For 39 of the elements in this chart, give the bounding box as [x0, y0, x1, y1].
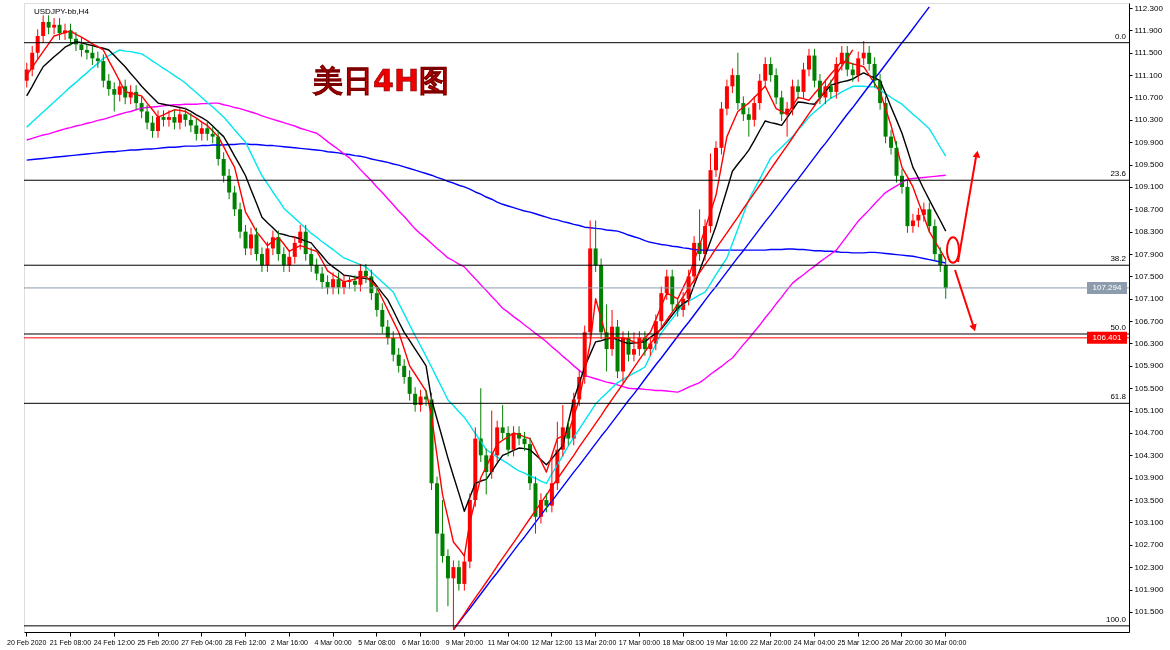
y-tick-label: 105.100	[1134, 406, 1164, 416]
y-tick-label: 105.500	[1134, 383, 1164, 393]
annotation: 61.8	[1110, 392, 1127, 402]
y-tick-label: 110.700	[1134, 92, 1164, 102]
y-tick-label: 109.100	[1134, 182, 1164, 192]
y-tick-label: 107.900	[1134, 249, 1164, 259]
text: USDJPY-bb,H4	[34, 7, 90, 16]
annotation: 100.0	[1105, 614, 1127, 624]
annotation: 23.6	[1110, 169, 1127, 179]
y-tick-label: 111.900	[1134, 25, 1163, 35]
ref-line-label: 106.401	[1092, 332, 1123, 342]
annotation: 50.0	[1110, 322, 1127, 332]
y-tick-label: 102.700	[1134, 540, 1164, 550]
line-series	[26, 102, 947, 393]
y-tick-label: 107.100	[1134, 294, 1164, 304]
y-tick-label: 103.900	[1134, 473, 1164, 483]
annotation: 0.0	[1114, 31, 1127, 41]
y-tick-label: 106.700	[1134, 316, 1164, 326]
annotation: 38.2	[1110, 254, 1127, 264]
y-tick-label: 103.100	[1134, 517, 1164, 527]
y-tick-label: 112.300	[1134, 3, 1164, 13]
y-tick-label: 105.900	[1134, 361, 1164, 371]
y-tick-label: 104.700	[1134, 428, 1164, 438]
y-tick-label: 101.500	[1134, 607, 1164, 617]
y-tick-label: 111.500	[1134, 48, 1163, 58]
y-tick-label: 104.300	[1134, 450, 1164, 460]
y-tick-label: 109.500	[1134, 160, 1164, 170]
y-tick-label: 102.300	[1134, 562, 1164, 572]
y-tick-label: 101.900	[1134, 585, 1164, 595]
y-tick-label: 108.300	[1134, 227, 1164, 237]
ref-line-label: 107.294	[1092, 282, 1123, 292]
y-tick-label: 111.100	[1134, 70, 1163, 80]
y-tick-label: 110.300	[1134, 115, 1164, 125]
y-tick-label: 107.500	[1134, 271, 1164, 281]
y-tick-label: 109.900	[1134, 137, 1164, 147]
y-tick-label: 106.300	[1134, 339, 1164, 348]
y-tick-label: 103.500	[1134, 495, 1164, 505]
text: 美日4H图	[312, 63, 449, 98]
y-tick-label: 108.700	[1134, 204, 1164, 214]
